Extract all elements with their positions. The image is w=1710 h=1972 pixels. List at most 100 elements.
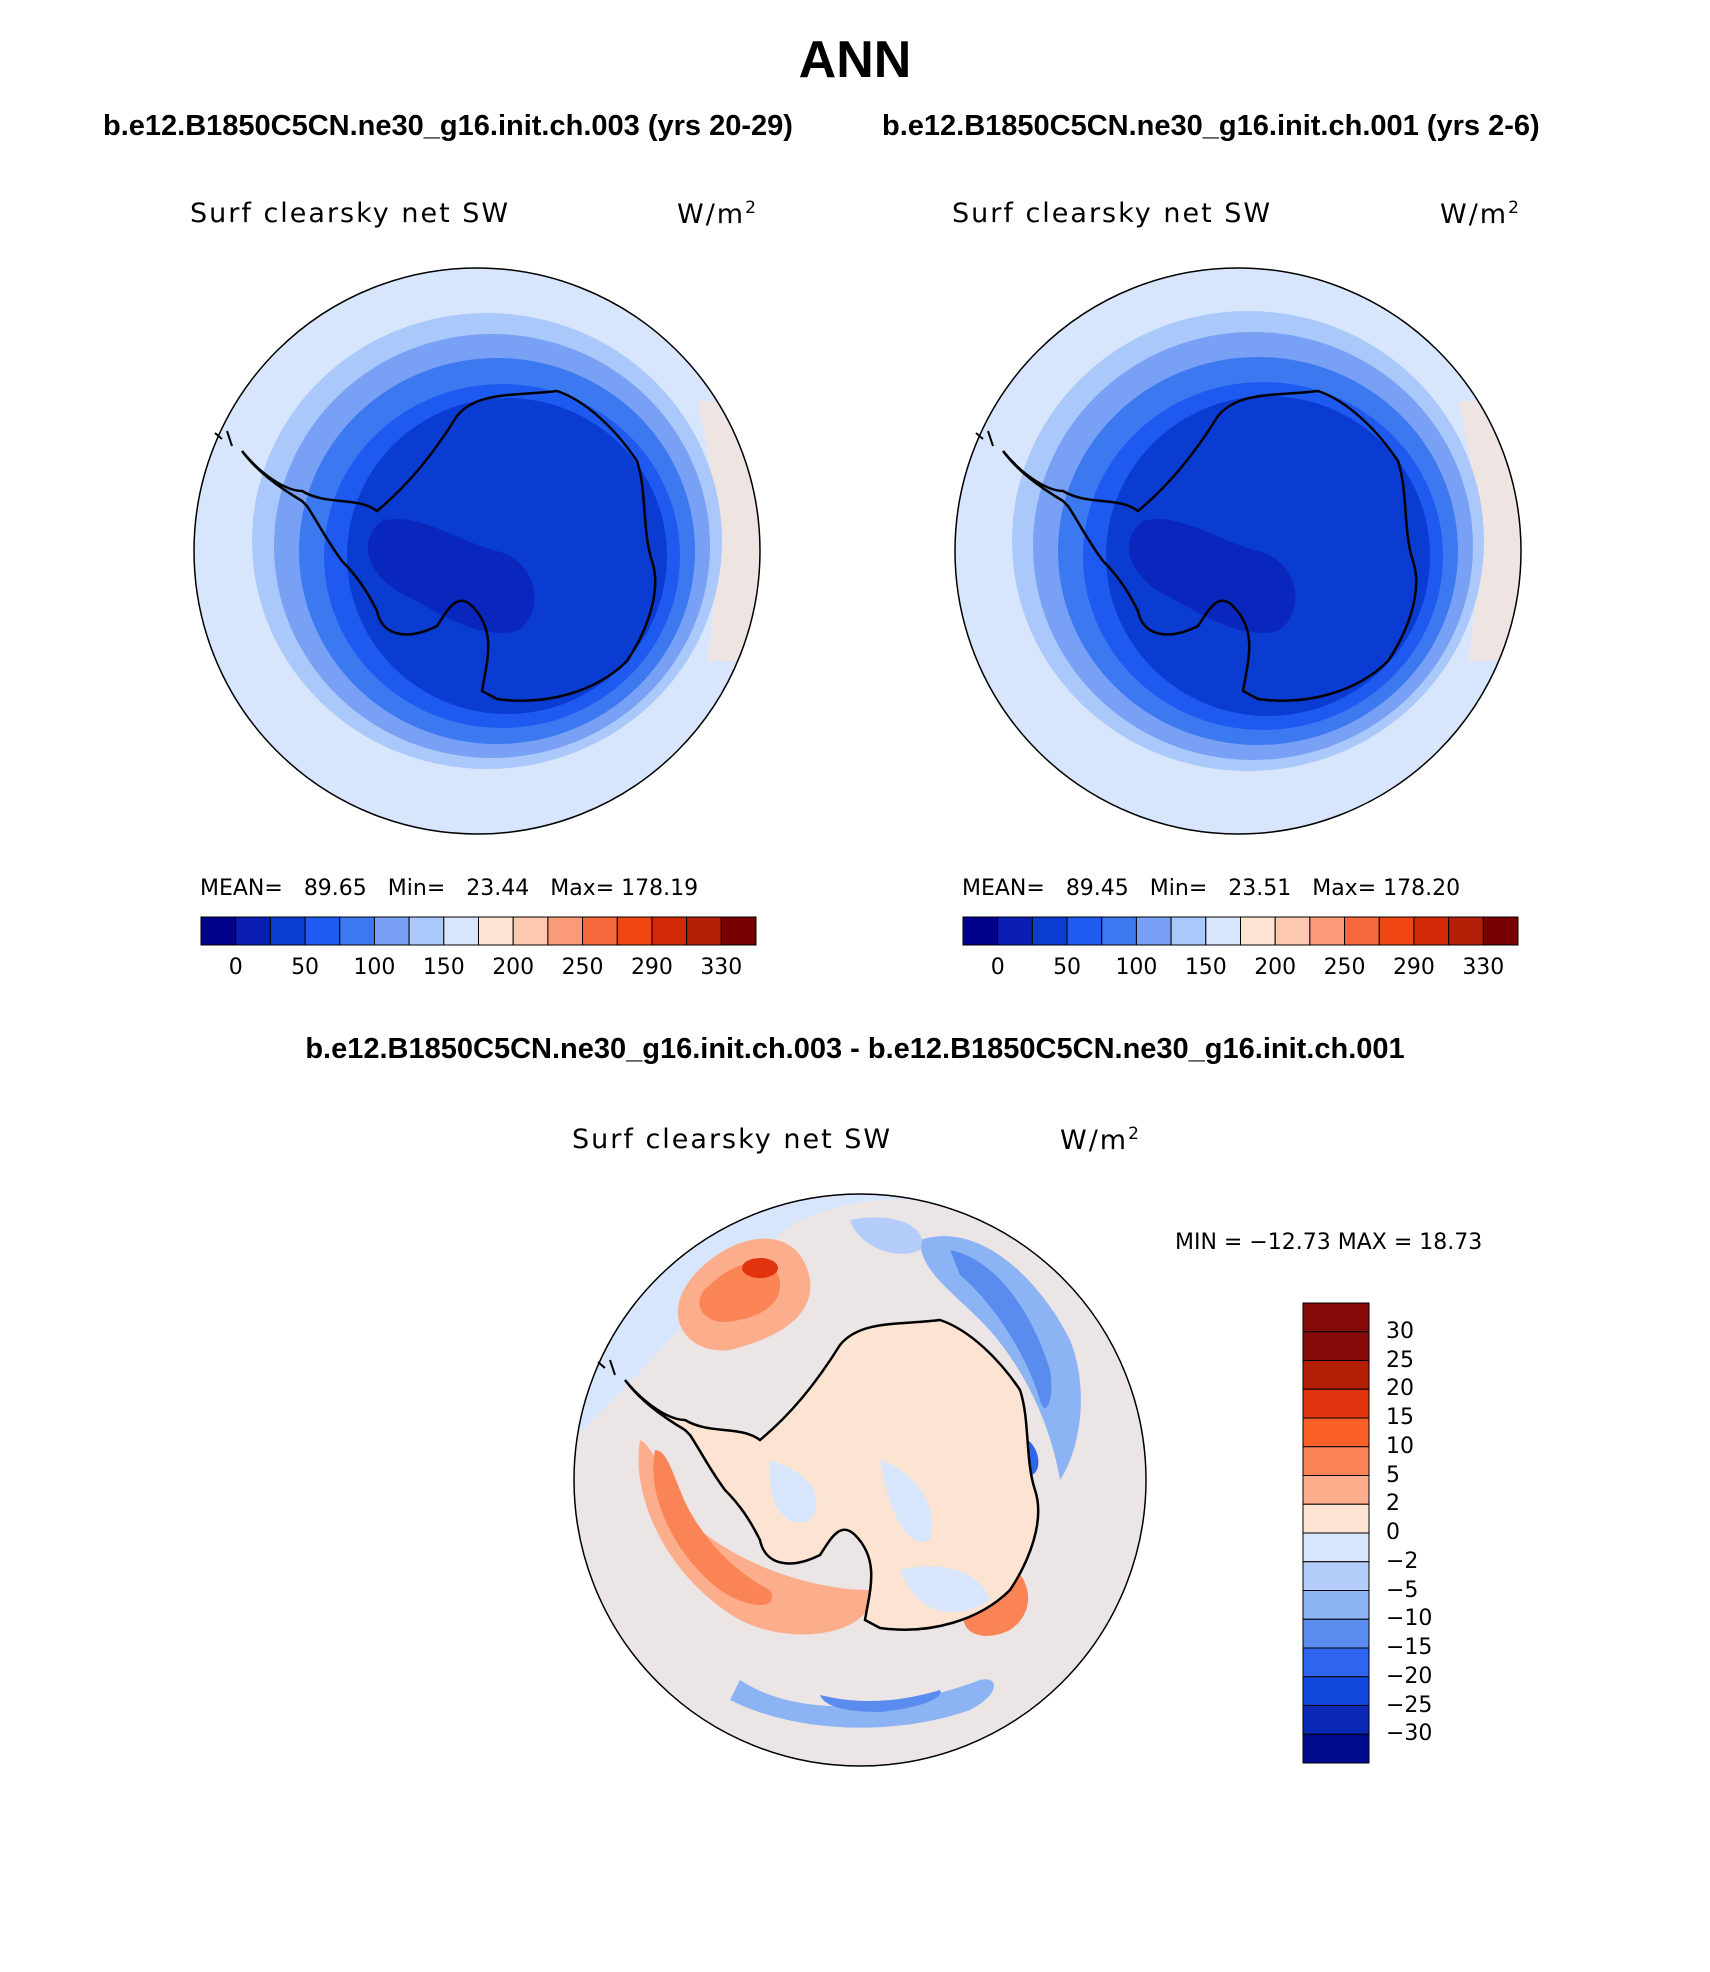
diff-colorbar-swatch [1302,1561,1370,1591]
right-colorbar-tick-label: 0 [990,955,1005,980]
left-antarctica-coastline [241,389,657,702]
right-colorbar-tick-label: 330 [1462,955,1505,980]
left-colorbar-tick-label: 290 [630,955,673,980]
left-colorbar-swatch [582,916,618,946]
right-colorbar-swatch [1482,916,1519,946]
diff-colorbar-swatch [1302,1475,1370,1505]
diff-colorbar-tick-label: 0 [1386,1520,1400,1545]
left-colorbar-tick-label: 0 [228,955,243,980]
left-colorbar-swatch [512,916,549,946]
left-colorbar-labels: 0 50 100 150 200 250 290 330 [201,955,756,985]
left-colorbar-swatch [235,916,271,946]
diff-title: b.e12.B1850C5CN.ne30_g16.init.ch.003 - b… [305,1033,1405,1065]
right-colorbar-tick-label: 250 [1323,955,1366,980]
diff-colorbar-swatch [1302,1360,1370,1390]
diff-colorbar-tick-label: −20 [1386,1663,1433,1689]
diff-colorbar-labels: 30 25 20 15 10 5 2 0 −2 −5 −10 −15 −20 −25 −30 [1386,1303,1466,1763]
diff-colorbar-tick-label: −30 [1386,1721,1433,1747]
left-variable-label: Surf clearsky net SW [190,198,511,229]
left-colorbar-swatch [720,916,757,946]
diff-colorbar-tick-label: 5 [1386,1462,1400,1488]
right-units-label: W/m2 [1440,198,1521,230]
diff-colorbar-tick-label: −5 [1386,1577,1419,1603]
left-colorbar-swatch [200,916,237,946]
diff-colorbar-swatch [1302,1705,1370,1735]
diff-colorbar-tick-label: −2 [1386,1548,1419,1574]
left-colorbar-swatch [339,916,375,946]
diff-colorbar-tick-label: 15 [1386,1405,1414,1430]
diff-colorbar-swatch [1302,1647,1370,1678]
left-colorbar-swatch [443,916,479,946]
diff-colorbar-swatch [1302,1590,1370,1620]
diff-colorbar-swatch [1302,1417,1370,1448]
diff-colorbar-tick-label: 30 [1386,1318,1414,1344]
diff-colorbar-swatch [1302,1302,1370,1333]
diff-colorbar [1302,1302,1370,1764]
diff-colorbar-swatch [1302,1618,1370,1649]
right-colorbar-swatch [1344,916,1380,946]
right-colorbar-swatch [1240,916,1276,946]
left-colorbar-tick-label: 50 [291,955,320,980]
left-colorbar-swatch [269,916,306,946]
left-colorbar-swatch [408,916,445,946]
diff-polar-map [573,1193,1147,1767]
left-colorbar-swatch [686,916,722,946]
diff-variable-label: Surf clearsky net SW [572,1124,893,1155]
diff-colorbar-swatch [1302,1446,1370,1476]
diff-colorbar-tick-label: 10 [1386,1433,1414,1459]
right-polar-map [954,267,1522,835]
right-colorbar-swatch [1170,916,1207,946]
right-antarctica-coastline [1002,389,1418,702]
diff-colorbar-tick-label: 20 [1386,1376,1414,1402]
right-colorbar [962,916,1519,946]
left-colorbar-tick-label: 100 [353,955,396,980]
right-colorbar-swatch [1448,916,1484,946]
diff-antarctica-coastline [624,1318,1040,1631]
right-colorbar-labels: 0 50 100 150 200 250 290 330 [963,955,1518,985]
diff-colorbar-swatch [1302,1388,1370,1419]
diff-colorbar-swatch [1302,1676,1370,1706]
diff-colorbar-tick-label: −10 [1386,1606,1433,1632]
left-polar-map [193,267,761,835]
diff-colorbar-swatch [1302,1503,1370,1534]
left-colorbar-swatch [616,916,653,946]
right-variable-label: Surf clearsky net SW [952,198,1273,229]
diff-colorbar-tick-label: 25 [1386,1347,1414,1373]
right-colorbar-swatch [1205,916,1241,946]
left-colorbar-swatch [547,916,584,946]
left-colorbar-tick-label: 330 [700,955,743,980]
right-colorbar-tick-label: 290 [1392,955,1435,980]
right-colorbar-swatch [1378,916,1415,946]
page-title: ANN [798,31,912,89]
diff-minmax: MIN = −12.73 MAX = 18.73 [1175,1230,1483,1255]
left-colorbar-tick-label: 150 [422,955,465,980]
right-colorbar-swatch [1066,916,1103,946]
diff-colorbar-swatch [1302,1331,1370,1361]
left-colorbar-tick-label: 250 [561,955,604,980]
right-colorbar-swatch [1274,916,1311,946]
right-colorbar-tick-label: 150 [1184,955,1227,980]
right-colorbar-swatch [1135,916,1172,946]
right-colorbar-swatch [962,916,999,946]
diff-units-label: W/m2 [1060,1124,1141,1156]
left-case-title: b.e12.B1850C5CN.ne30_g16.init.ch.003 (yr… [103,110,793,142]
left-colorbar-swatch [478,916,514,946]
left-stats: MEAN= 89.65 Min= 23.44 Max= 178.19 [200,876,699,901]
right-colorbar-tick-label: 200 [1254,955,1297,980]
diff-colorbar-tick-label: −25 [1386,1692,1433,1718]
diff-colorbar-tick-label: 2 [1386,1491,1400,1517]
diff-colorbar-swatch [1302,1532,1370,1563]
right-stats: MEAN= 89.45 Min= 23.51 Max= 178.20 [962,876,1461,901]
right-colorbar-swatch [1413,916,1450,946]
right-colorbar-swatch [1101,916,1137,946]
left-colorbar-tick-label: 200 [492,955,535,980]
diff-colorbar-swatch [1302,1733,1370,1764]
left-colorbar-swatch [651,916,688,946]
right-colorbar-tick-label: 50 [1053,955,1082,980]
right-colorbar-tick-label: 100 [1115,955,1158,980]
right-case-title: b.e12.B1850C5CN.ne30_g16.init.ch.001 (yr… [882,110,1540,142]
left-colorbar-swatch [304,916,341,946]
diff-colorbar-tick-label: −15 [1386,1635,1433,1660]
left-colorbar-swatch [373,916,410,946]
right-colorbar-swatch [1031,916,1068,946]
